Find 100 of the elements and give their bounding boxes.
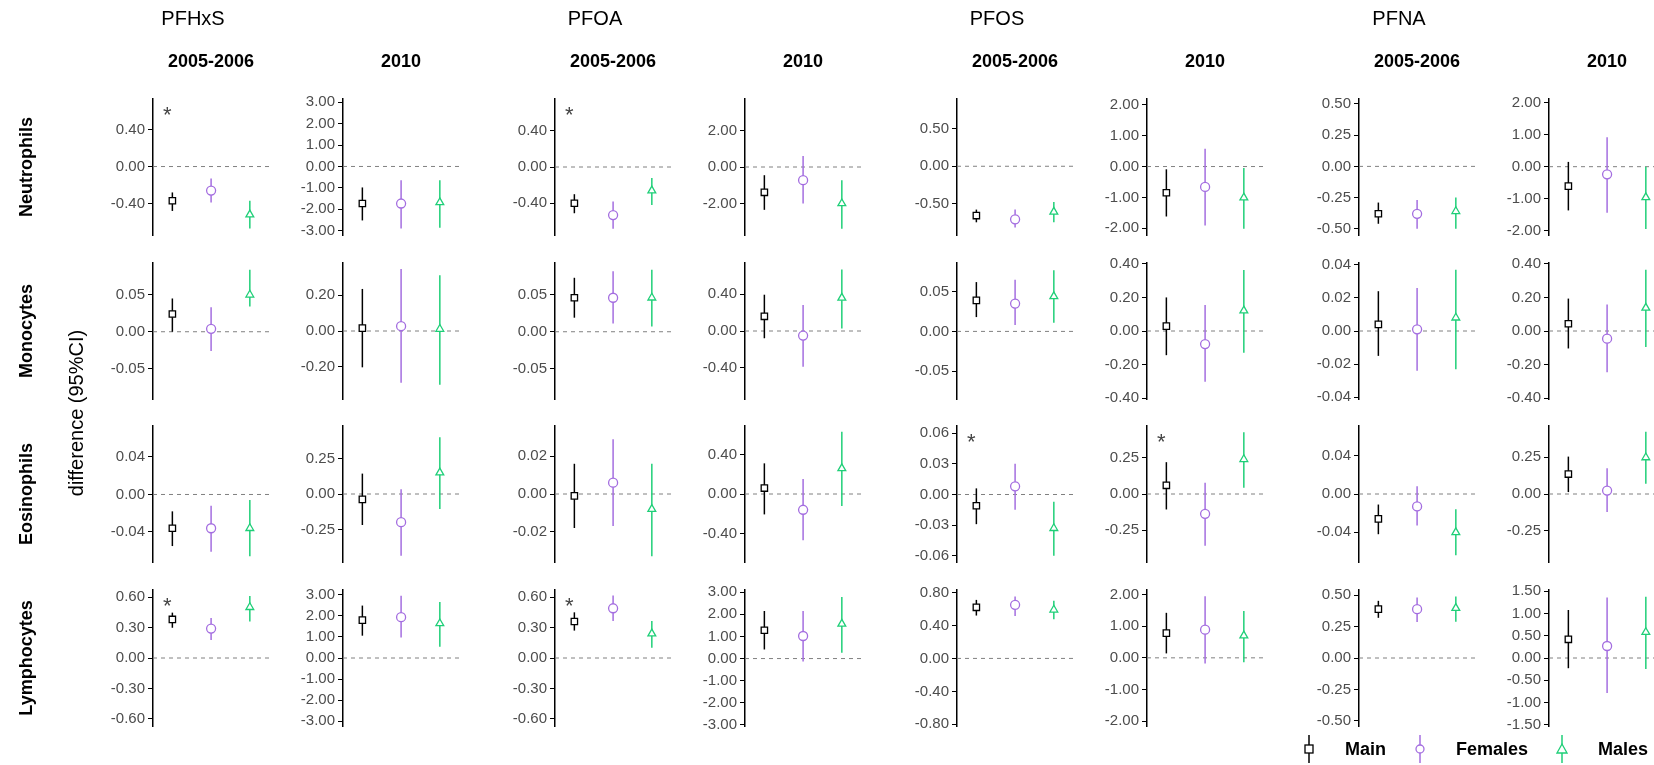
point	[570, 492, 579, 500]
y-tick-label: 0.50	[1511, 625, 1541, 643]
y-tick-label: 0.02	[517, 446, 547, 464]
y-tick-label: 0.00	[115, 484, 145, 502]
y-tick-label: -1.00	[1104, 679, 1139, 697]
y-tick-label: -0.40	[914, 681, 949, 699]
y-tick-label: 0.20	[1109, 287, 1139, 305]
point	[760, 484, 769, 492]
y-tick-label: 0.25	[1321, 125, 1351, 143]
annotation: *	[163, 102, 172, 128]
y-tick-label: 0.50	[919, 119, 949, 137]
y-tick-label: 2.00	[305, 113, 335, 131]
point	[797, 504, 809, 515]
y-tick-label: -1.50	[1506, 714, 1541, 732]
y-tick-label: -0.40	[512, 193, 547, 211]
y-tick-label: 3.00	[707, 581, 737, 599]
y-tick-label: 0.05	[517, 284, 547, 302]
point	[1601, 333, 1613, 344]
y-tick-label: 1.00	[1109, 125, 1139, 143]
y-tick-label: -1.00	[1506, 692, 1541, 710]
y-tick-label: -0.25	[1506, 521, 1541, 539]
y-tick-label: 0.04	[115, 447, 145, 465]
y-tick-label: -2.00	[1506, 220, 1541, 238]
point	[1239, 454, 1249, 463]
y-tick-label: 0.00	[919, 648, 949, 666]
y-tick-label: 0.00	[1109, 484, 1139, 502]
y-tick-label: 2.00	[707, 603, 737, 621]
chart-subtitle: 2010	[1585, 51, 1628, 72]
point	[1601, 169, 1613, 180]
chart-title: PFOS	[968, 7, 1026, 30]
point	[1411, 501, 1423, 512]
annotation: *	[565, 592, 574, 618]
y-tick-label: 0.40	[919, 615, 949, 633]
y-tick-label: -1.00	[300, 178, 335, 196]
y-tick-label: 0.06	[919, 423, 949, 441]
y-tick-label: -3.00	[300, 220, 335, 238]
chart-subtitle: 2010	[1183, 51, 1226, 72]
y-tick-label: 0.25	[1109, 447, 1139, 465]
legend-label: Main	[1344, 738, 1386, 760]
y-tick-label: 0.00	[115, 156, 145, 174]
y-tick-label: 1.50	[1511, 580, 1541, 598]
y-tick-label: -0.40	[702, 357, 737, 375]
y-axis-title: Neutrophils	[16, 116, 37, 219]
point	[607, 602, 619, 613]
y-tick-label: -0.50	[914, 193, 949, 211]
y-tick-label: -0.20	[300, 356, 335, 374]
y-tick-label: -0.02	[1316, 353, 1351, 371]
y-tick-label: 0.00	[1109, 647, 1139, 665]
y-tick-label: 2.00	[1511, 92, 1541, 110]
point	[837, 198, 847, 207]
y-tick-label: -0.25	[1104, 520, 1139, 538]
y-tick-label: 2.00	[707, 120, 737, 138]
y-tick-label: 0.00	[1511, 156, 1541, 174]
y-tick-label: 0.40	[1109, 253, 1139, 271]
y-tick-label: -2.00	[300, 199, 335, 217]
y-tick-label: 0.20	[1511, 287, 1541, 305]
y-tick-label: 0.40	[517, 120, 547, 138]
y-tick-label: 0.50	[1321, 94, 1351, 112]
legend-label: Males	[1597, 738, 1648, 760]
y-tick-label: 0.60	[115, 586, 145, 604]
y-tick-label: 0.00	[305, 647, 335, 665]
y-tick-label: 1.00	[1511, 603, 1541, 621]
chart-title: PFHxS	[160, 7, 226, 30]
y-tick-label: -0.30	[512, 678, 547, 696]
y-tick-label: -0.20	[1104, 354, 1139, 372]
point	[607, 477, 619, 488]
y-tick-label: 0.00	[517, 647, 547, 665]
chart-subtitle: 2005-2006	[568, 51, 658, 72]
chart-subtitle: 2005-2006	[970, 51, 1060, 72]
y-tick-label: -0.50	[1316, 710, 1351, 728]
y-tick-label: 0.00	[305, 320, 335, 338]
y-tick-label: 0.00	[919, 484, 949, 502]
y-tick-label: -2.00	[1104, 218, 1139, 236]
point	[1564, 470, 1573, 478]
y-tick-label: -0.04	[1316, 386, 1351, 404]
y-tick-label: -2.00	[1104, 710, 1139, 728]
y-tick-label: -0.25	[300, 519, 335, 537]
y-tick-label: -0.02	[512, 521, 547, 539]
y-tick-label: 0.00	[707, 157, 737, 175]
y-tick-label: 0.00	[1109, 156, 1139, 174]
y-tick-label: 0.40	[707, 444, 737, 462]
y-tick-label: 0.30	[517, 617, 547, 635]
point	[1049, 523, 1059, 532]
point	[168, 309, 177, 318]
y-tick-label: -0.30	[110, 678, 145, 696]
point	[1411, 323, 1423, 334]
point	[1162, 321, 1171, 330]
y-axis-title: Eosinophils	[16, 442, 37, 547]
point	[1564, 182, 1573, 190]
point	[1641, 192, 1651, 201]
chart-title: PFOA	[566, 7, 624, 30]
y-tick-label: 0.02	[1321, 287, 1351, 305]
y-tick-label: 1.00	[305, 135, 335, 153]
y-tick-label: -3.00	[702, 714, 737, 732]
y-tick-label: 0.00	[919, 321, 949, 339]
point	[1601, 485, 1613, 496]
y-tick-label: 1.00	[1109, 615, 1139, 633]
y-tick-label: 0.00	[1109, 320, 1139, 338]
y-tick-label: -0.04	[110, 522, 145, 540]
y-tick-label: 0.04	[1321, 445, 1351, 463]
